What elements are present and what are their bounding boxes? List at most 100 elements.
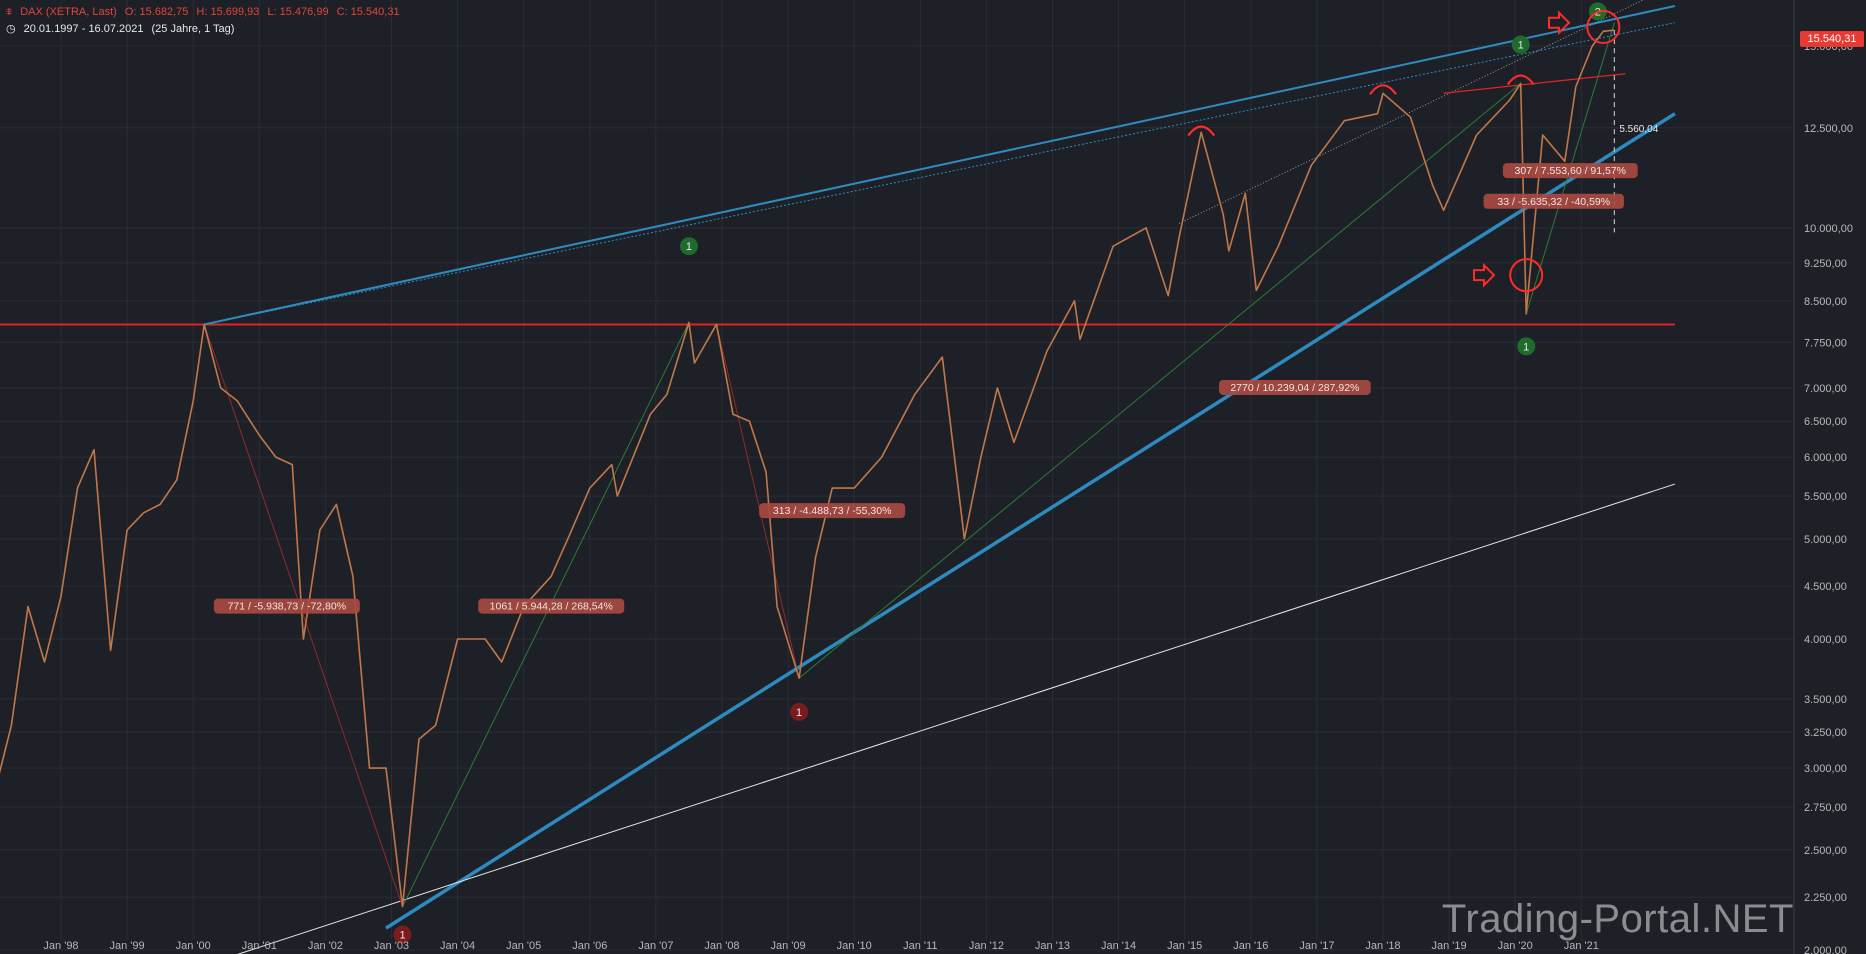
wave-marker-circle	[790, 702, 809, 721]
y-tick-label: 9.250,00	[1804, 258, 1847, 270]
wave-marker-circle	[1517, 337, 1536, 356]
y-tick-label: 2.000,00	[1804, 945, 1847, 954]
x-tick-label: Jan '13	[1035, 940, 1070, 952]
outer-channel-dotted	[1178, 0, 1645, 224]
move-leg-line	[798, 83, 1522, 679]
x-tick-label: Jan '19	[1432, 940, 1467, 952]
move-label-box	[1502, 163, 1638, 179]
wave-marker-label: 1	[399, 930, 405, 942]
y-tick-label: 2.500,00	[1804, 845, 1847, 857]
high-value: H: 15.699,93	[196, 6, 260, 18]
y-tick-label: 7.750,00	[1804, 337, 1847, 349]
x-tick-label: Jan '08	[704, 940, 739, 952]
y-tick-label: 6.000,00	[1804, 452, 1847, 464]
move-label-box	[759, 503, 906, 519]
x-tick-label: Jan '01	[242, 940, 277, 952]
wave-marker-circle	[393, 925, 412, 944]
x-tick-label: Jan '98	[43, 940, 78, 952]
move-leg-line	[716, 324, 800, 679]
y-tick-label: 5.500,00	[1804, 491, 1847, 503]
x-tick-label: Jan '99	[110, 940, 145, 952]
last-price-badge: 15.540,31	[1800, 31, 1864, 47]
x-tick-label: Jan '17	[1299, 940, 1334, 952]
x-tick-label: Jan '20	[1498, 940, 1533, 952]
wave-marker-label: 1	[1523, 341, 1529, 353]
move-label-box	[213, 598, 360, 614]
y-tick-label: 12.500,00	[1804, 123, 1853, 135]
y-tick-label: 3.250,00	[1804, 727, 1847, 739]
y-tick-label: 2.750,00	[1804, 802, 1847, 814]
move-label-text: 2770 / 10.239,04 / 287,92%	[1230, 382, 1359, 394]
top-arc	[1369, 84, 1397, 95]
move-label-text: 33 / -5.635,32 / -40,59%	[1497, 196, 1610, 208]
wave-marker-label: 1	[1518, 40, 1524, 52]
y-tick-label: 7.000,00	[1804, 383, 1847, 395]
crash-highlight-circle	[1509, 258, 1544, 293]
price-line	[0, 29, 1615, 908]
symbol-label: DAX (XETRA, Last)	[20, 6, 117, 18]
move-leg-line	[203, 324, 403, 907]
move-label-box	[478, 598, 625, 614]
y-tick-label: 3.000,00	[1804, 763, 1847, 775]
open-value: O: 15.682,75	[124, 6, 189, 18]
x-tick-label: Jan '02	[308, 940, 343, 952]
move-label-text: 307 / 7.553,60 / 91,57%	[1515, 165, 1627, 177]
x-tick-label: Jan '07	[638, 940, 673, 952]
top-highlight-circle	[1586, 9, 1621, 44]
y-tick-label: 6.500,00	[1804, 416, 1847, 428]
period-label: (25 Jahre, 1 Tag)	[151, 23, 235, 35]
x-tick-label: Jan '15	[1167, 940, 1202, 952]
upper-trend-dotted	[204, 22, 1676, 325]
grid-lines	[0, 0, 1795, 954]
arrow-right-icon	[1473, 262, 1496, 288]
wave-marker-label: 1	[796, 707, 802, 719]
watermark: Trading-Portal.NET	[1441, 897, 1794, 941]
price-series	[0, 29, 1615, 908]
chart-marks: 771 / -5.938,73 / -72,80% 1061 / 5.944,28…	[213, 2, 1659, 944]
wave-marker-label: 1	[686, 241, 692, 253]
date-range: 20.01.1997 - 16.07.2021	[23, 23, 144, 35]
chart-type-icon: ⩨	[6, 6, 13, 18]
x-tick-label: Jan '14	[1101, 940, 1136, 952]
x-tick-label: Jan '12	[969, 940, 1004, 952]
x-tick-label: Jan '06	[572, 940, 607, 952]
x-tick-label: Jan '09	[771, 940, 806, 952]
trend-lines	[0, 0, 1676, 954]
x-tick-label: Jan '10	[837, 940, 872, 952]
y-tick-label: 4.500,00	[1804, 581, 1847, 593]
move-label-text: 771 / -5.938,73 / -72,80%	[228, 601, 347, 613]
y-tick-label: 3.500,00	[1804, 694, 1847, 706]
y-tick-label: 4.000,00	[1804, 634, 1847, 646]
x-tick-label: Jan '11	[903, 940, 937, 952]
low-value: L: 15.476,99	[267, 6, 329, 18]
move-label-box	[1483, 193, 1624, 209]
top-arc	[1506, 74, 1535, 86]
x-tick-label: Jan '16	[1233, 940, 1268, 952]
move-label-box	[1219, 379, 1371, 395]
range-header: ◷ 20.01.1997 - 16.07.2021 (25 Jahre, 1 Tag…	[6, 22, 242, 35]
y-tick-label: 5.000,00	[1804, 534, 1847, 546]
move-label-text: 313 / -4.488,73 / -55,30%	[773, 505, 892, 517]
move-leg-line	[402, 322, 690, 907]
local-resistance-line	[1443, 73, 1626, 94]
move-label-text: 1061 / 5.944,28 / 268,54%	[490, 601, 613, 613]
close-value: C: 15.540,31	[336, 6, 400, 18]
x-tick-label: Jan '03	[374, 940, 409, 952]
x-tick-label: Jan '21	[1564, 940, 1599, 952]
projection-value-label: 5.560,04	[1619, 124, 1658, 135]
lower-trend-line	[385, 112, 1676, 930]
wave-marker-circle	[679, 237, 698, 256]
y-tick-label: 8.500,00	[1804, 296, 1847, 308]
y-tick-label: 10.000,00	[1804, 223, 1853, 235]
clock-icon: ◷	[6, 23, 16, 35]
arrow-right-icon	[1548, 10, 1571, 36]
top-arc	[1187, 125, 1216, 137]
long-support-line	[237, 483, 1676, 954]
x-tick-label: Jan '00	[176, 940, 211, 952]
y-tick-label: 2.250,00	[1804, 892, 1847, 904]
axis-labels: 15.000,0012.500,0010.000,009.250,008.500…	[43, 41, 1853, 954]
upper-trend-line	[204, 4, 1676, 326]
x-tick-label: Jan '05	[506, 940, 541, 952]
x-tick-label: Jan '04	[440, 940, 475, 952]
